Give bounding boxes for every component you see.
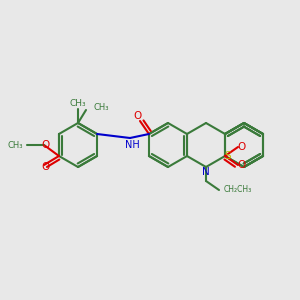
Text: CH₂CH₃: CH₂CH₃: [224, 185, 252, 194]
Text: CH₃: CH₃: [93, 103, 109, 112]
Text: NH: NH: [124, 140, 140, 150]
Text: O: O: [134, 111, 142, 121]
Text: S: S: [225, 151, 231, 161]
Text: CH₃: CH₃: [8, 140, 23, 149]
Text: CH₃: CH₃: [70, 100, 86, 109]
Text: O: O: [42, 162, 50, 172]
Text: O: O: [41, 140, 49, 150]
Text: O: O: [238, 160, 246, 170]
Text: N: N: [202, 167, 210, 177]
Text: O: O: [238, 142, 246, 152]
